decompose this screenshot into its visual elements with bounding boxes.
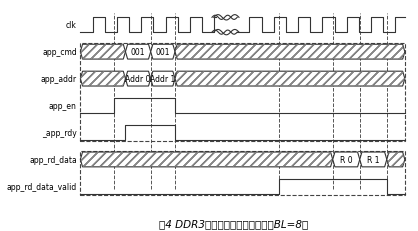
Text: app_en: app_en <box>49 102 77 111</box>
Text: R 0: R 0 <box>340 155 352 164</box>
Polygon shape <box>175 72 405 87</box>
Text: clk: clk <box>66 21 77 30</box>
Text: 001: 001 <box>131 48 145 57</box>
Polygon shape <box>387 152 405 167</box>
Polygon shape <box>333 152 360 167</box>
Text: app_cmd: app_cmd <box>42 48 77 57</box>
Text: 图4 DDR3读操作时序图（突发长度BL=8）: 图4 DDR3读操作时序图（突发长度BL=8） <box>159 219 308 228</box>
Text: app_addr: app_addr <box>41 75 77 84</box>
Text: 001: 001 <box>155 48 170 57</box>
Text: app_rd_data_valid: app_rd_data_valid <box>7 182 77 191</box>
Polygon shape <box>80 72 125 87</box>
Polygon shape <box>360 152 387 167</box>
Text: Addr 0: Addr 0 <box>125 75 151 84</box>
Polygon shape <box>80 152 333 167</box>
Text: R 1: R 1 <box>367 155 380 164</box>
Polygon shape <box>125 45 150 60</box>
Text: Addr 1: Addr 1 <box>150 75 176 84</box>
Text: app_rd_data: app_rd_data <box>29 155 77 164</box>
Polygon shape <box>80 45 125 60</box>
Text: _app_rdy: _app_rdy <box>42 128 77 137</box>
Polygon shape <box>175 45 405 60</box>
Polygon shape <box>150 45 175 60</box>
Polygon shape <box>150 72 175 87</box>
Polygon shape <box>125 72 150 87</box>
